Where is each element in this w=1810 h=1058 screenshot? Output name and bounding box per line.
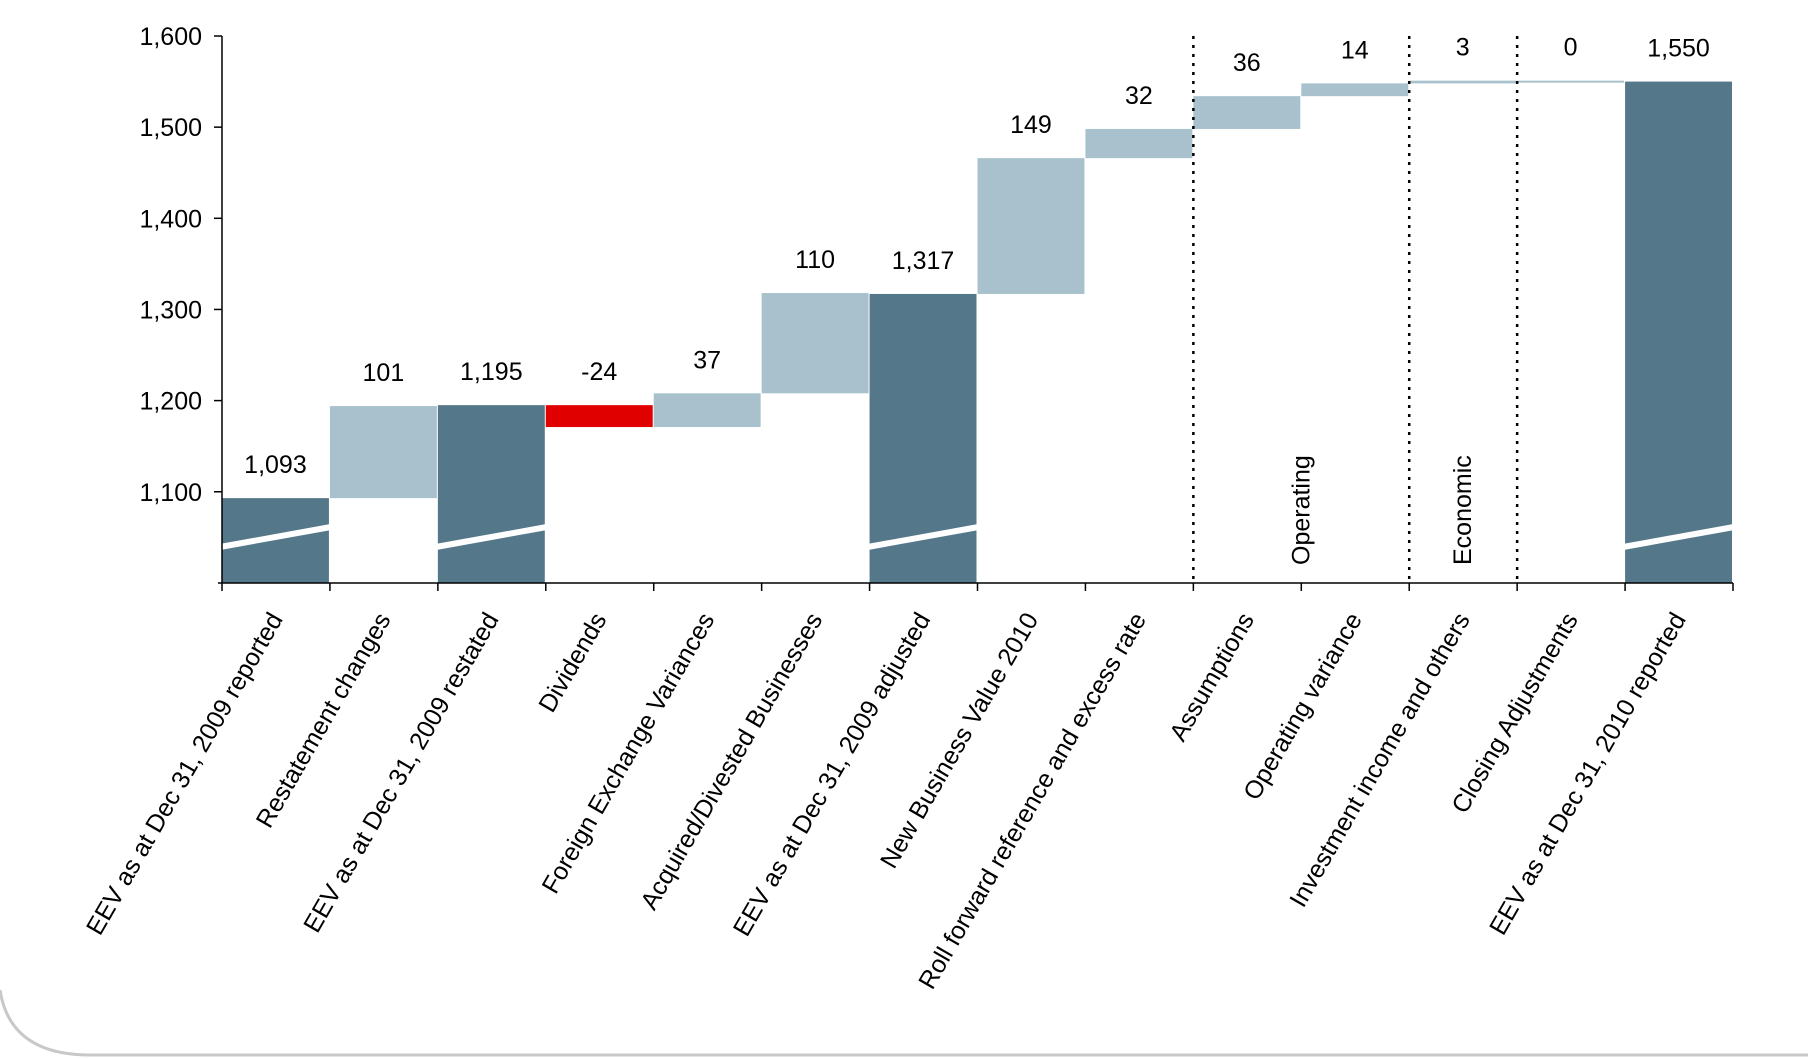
bar-closing-adjustments (1517, 80, 1625, 83)
data-label: 32 (1125, 82, 1153, 110)
bar-investment-income-and-others (1409, 80, 1517, 84)
group-label-economic: Economic (1449, 455, 1477, 565)
data-label: 14 (1341, 36, 1369, 64)
y-tick-label: 1,300 (139, 296, 202, 324)
data-label: 1,550 (1647, 35, 1710, 63)
axis-break-mark (435, 524, 548, 550)
bar-eev-as-at-dec-31-2009-restated (437, 405, 545, 583)
category-label: Investment income and others (1284, 608, 1476, 912)
y-tick-label: 1,500 (139, 114, 202, 142)
data-label: -24 (581, 358, 617, 386)
bar-dividends (545, 405, 653, 428)
bar-foreign-exchange-variances (653, 393, 761, 428)
bar-roll-forward-reference-and-excess-rate (1085, 128, 1193, 159)
category-label: Closing Adjustments (1446, 608, 1584, 818)
bar-acquired-divested-businesses (761, 293, 869, 394)
data-label: 1,195 (460, 358, 523, 386)
y-tick-label: 1,600 (139, 23, 202, 51)
data-label: 0 (1564, 34, 1578, 62)
data-label: 101 (363, 359, 405, 387)
category-label: EEV as at Dec 31, 2010 reported (1484, 608, 1692, 940)
axes-layer (214, 35, 1734, 591)
axis-break-mark (219, 524, 332, 550)
data-label: 36 (1233, 49, 1261, 77)
data-label: 110 (795, 246, 835, 274)
data-label: 149 (1010, 111, 1052, 139)
bar-restatement-changes (329, 406, 437, 499)
bar-assumptions (1193, 96, 1301, 129)
category-label: EEV as at Dec 31, 2009 reported (81, 608, 289, 940)
bars-layer (219, 80, 1735, 583)
category-label: Roll forward reference and excess rate (913, 608, 1152, 994)
y-tick-label: 1,200 (139, 388, 202, 416)
category-label: EEV as at Dec 31, 2009 restated (298, 608, 504, 937)
y-tick-label: 1,400 (139, 205, 202, 233)
category-label: Acquired/Divested Businesses (635, 608, 828, 914)
data-label: 3 (1456, 34, 1470, 62)
bar-operating-variance (1301, 83, 1409, 97)
slide-border (0, 989, 1808, 1057)
category-label: Operating variance (1238, 608, 1368, 805)
category-label: EEV as at Dec 31, 2009 adjusted (728, 608, 936, 941)
category-label: Assumptions (1164, 608, 1260, 746)
bar-new-business-value-2010 (977, 158, 1085, 294)
y-tick-label: 1,100 (139, 479, 202, 507)
bar-eev-as-at-dec-31-2009-reported (222, 498, 329, 583)
bar-eev-as-at-dec-31-2010-reported (1625, 81, 1732, 583)
data-label: 1,317 (892, 247, 955, 275)
data-label: 1,093 (244, 451, 307, 479)
group-label-operating: Operating (1287, 455, 1315, 565)
axis-break-mark (867, 524, 980, 550)
axis-break-mark (1622, 524, 1735, 550)
data-label: 37 (693, 346, 721, 374)
category-label: Dividends (533, 608, 612, 717)
